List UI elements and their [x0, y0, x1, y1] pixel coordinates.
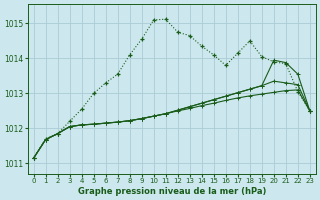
X-axis label: Graphe pression niveau de la mer (hPa): Graphe pression niveau de la mer (hPa)	[77, 187, 266, 196]
